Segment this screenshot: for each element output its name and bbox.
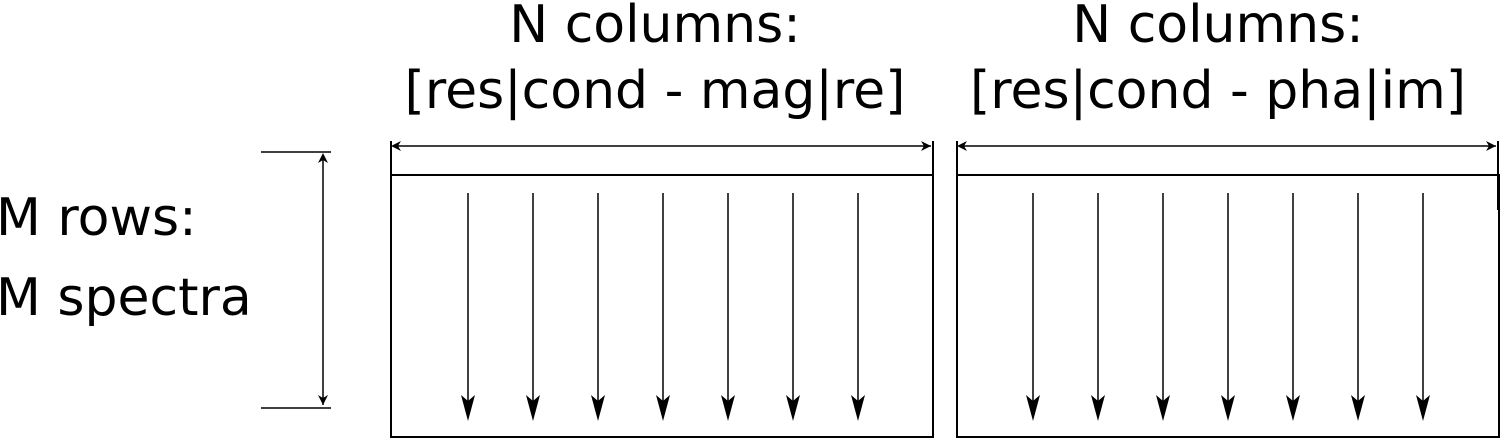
left-matrix-box (390, 174, 934, 438)
left-spectrum-arrow-head (526, 395, 540, 421)
left-spectrum-arrow-head (786, 395, 800, 421)
right-spectrum-arrow-head (1416, 395, 1430, 421)
right-block-title-line2: [res|cond - pha|im] (969, 61, 1467, 121)
right-block-title-line1: N columns: (1072, 0, 1364, 55)
right-spectrum-arrows (1026, 193, 1430, 421)
right-spectrum-arrow-head (1286, 395, 1300, 421)
left-spectrum-arrow-head (591, 395, 605, 421)
right-spectrum-arrow-head (1026, 395, 1040, 421)
right-spectrum-arrow-head (1221, 395, 1235, 421)
left-spectrum-arrow-head (721, 395, 735, 421)
right-spectrum-arrow-head (1351, 395, 1365, 421)
left-block-title-line2: [res|cond - mag|re] (404, 61, 906, 121)
left-spectrum-arrows (461, 193, 865, 421)
right-spectrum-arrow-head (1091, 395, 1105, 421)
right-spectrum-arrow-head (1156, 395, 1170, 421)
left-spectrum-arrow-head (656, 395, 670, 421)
rows-label-line1: M rows: (0, 188, 197, 248)
left-block-title-line1: N columns: (509, 0, 801, 55)
left-spectrum-arrow-head (461, 395, 475, 421)
right-matrix-box (956, 174, 1500, 438)
rows-label-line2: M spectra (0, 268, 252, 328)
left-spectrum-arrow-head (851, 395, 865, 421)
